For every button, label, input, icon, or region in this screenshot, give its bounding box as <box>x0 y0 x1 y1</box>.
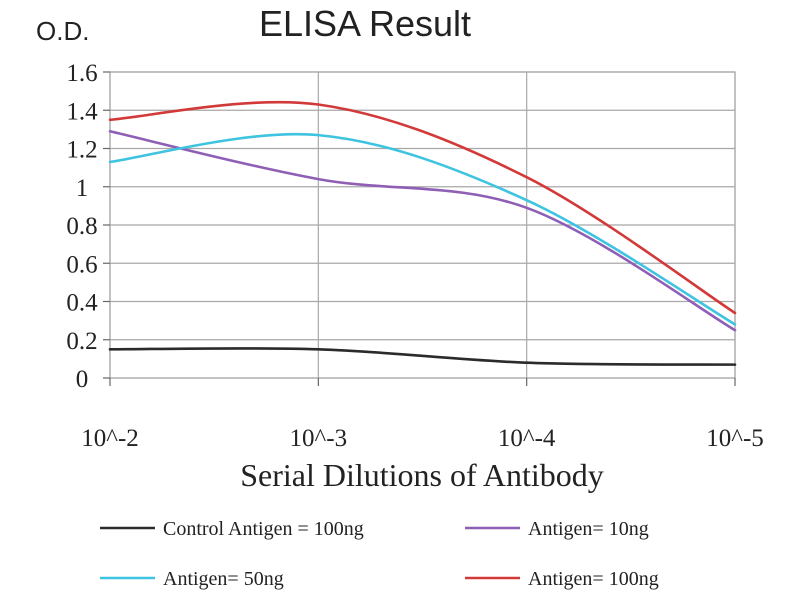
legend-entry: Antigen= 100ng <box>465 568 659 590</box>
chart-title: ELISA Result <box>259 3 471 44</box>
y-tick-label: 1.4 <box>66 98 98 125</box>
y-tick-label: 0.6 <box>66 251 97 278</box>
y-tick-label: 1.2 <box>66 137 97 164</box>
y-axis-label: O.D. <box>36 16 89 46</box>
y-tick-label: 0.4 <box>66 290 98 317</box>
series-line-3 <box>108 132 737 326</box>
legend-entry: Antigen= 10ng <box>465 518 649 540</box>
x-tick-label: 10^-4 <box>498 425 556 452</box>
legend-label: Antigen= 100ng <box>528 568 659 590</box>
y-tick-label: 1.6 <box>66 60 97 87</box>
legend-label: Antigen= 50ng <box>163 568 284 590</box>
series-line-4 <box>108 100 737 315</box>
x-axis-label: Serial Dilutions of Antibody <box>240 457 604 493</box>
legend-entry: Antigen= 50ng <box>100 568 284 590</box>
y-tick-label: 0.2 <box>66 328 97 355</box>
x-tick-label: 10^-2 <box>81 425 139 452</box>
x-tick-label: 10^-3 <box>290 425 348 452</box>
x-tick-label: 10^-5 <box>706 425 764 452</box>
y-tick-label: 0.8 <box>66 213 97 240</box>
legend-label: Control Antigen = 100ng <box>163 518 364 540</box>
series-line-2 <box>108 129 737 332</box>
series-line-1 <box>108 347 737 366</box>
y-tick-label: 1 <box>76 175 89 202</box>
legend-entry: Control Antigen = 100ng <box>100 518 364 540</box>
legend-label: Antigen= 10ng <box>528 518 649 540</box>
y-tick-label: 0 <box>76 366 89 393</box>
plot-area: 0 0.2 0.4 0.6 0.8 1 1.2 1.4 1.6 10^-2 10^-3 10^-4 10… <box>66 60 763 590</box>
